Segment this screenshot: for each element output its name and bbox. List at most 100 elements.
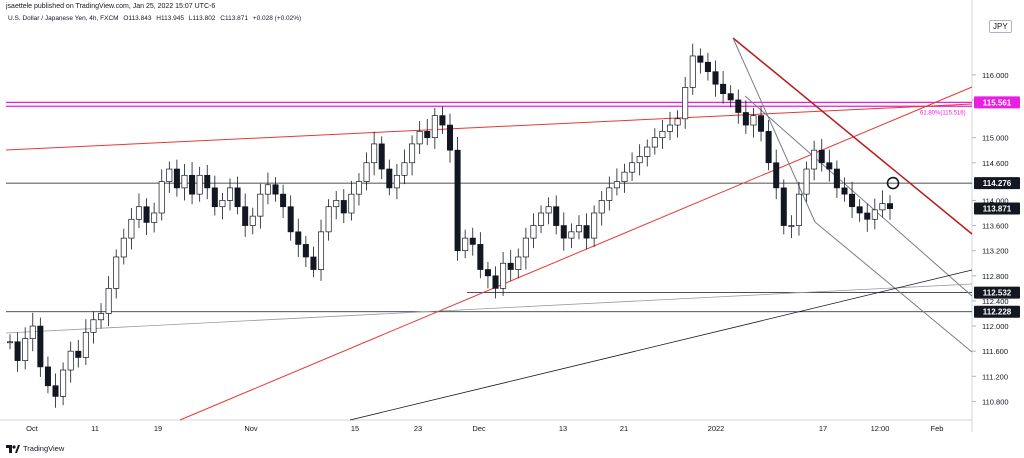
candle-body xyxy=(37,325,44,368)
candle-body xyxy=(151,212,158,223)
candle-body xyxy=(674,118,681,126)
candle-body xyxy=(515,256,522,270)
y-tick-label: 111.200 xyxy=(982,372,1008,381)
candle-body xyxy=(803,168,810,195)
gray-channel-left xyxy=(732,37,816,223)
x-tick-label: 11 xyxy=(91,424,99,433)
x-tick-label: 13 xyxy=(559,424,567,433)
x-tick-label: 17 xyxy=(819,424,827,433)
candle-body xyxy=(651,137,658,148)
candle-body xyxy=(598,200,605,214)
candle-body xyxy=(818,149,825,164)
candle-body xyxy=(98,313,105,321)
candle-body xyxy=(530,225,537,239)
candle-body xyxy=(386,168,393,189)
candle-body xyxy=(788,225,795,227)
candle-body xyxy=(113,256,120,289)
candle-body xyxy=(879,203,886,211)
candle-body xyxy=(682,87,689,120)
candle-body xyxy=(742,112,749,126)
candle-body xyxy=(833,168,840,189)
x-tick-label: Feb xyxy=(931,424,944,433)
candle-body xyxy=(234,187,241,208)
black-rising-trendline xyxy=(349,269,973,421)
candle-body xyxy=(780,187,787,226)
candle-body xyxy=(704,61,711,73)
candle-body xyxy=(44,366,51,387)
candle-body xyxy=(257,193,264,217)
candle-body xyxy=(181,174,188,189)
candle-body xyxy=(644,146,651,157)
candle-body xyxy=(500,262,507,289)
x-tick-label: 12:00 xyxy=(871,424,890,433)
candle-body xyxy=(871,209,878,220)
candle-body xyxy=(393,174,400,189)
y-tick-label: 114.600 xyxy=(982,159,1009,168)
ohlc-low: L113.802 xyxy=(188,15,216,22)
price-tag-box xyxy=(974,177,1020,190)
candle-body xyxy=(90,319,97,333)
tradingview-brand[interactable]: TradingView xyxy=(6,444,64,453)
candle-body xyxy=(22,338,29,361)
candle-body xyxy=(371,143,378,164)
candle-body xyxy=(173,168,180,189)
y-tick-label: 112.400 xyxy=(982,297,1009,306)
red-rising-trendline xyxy=(179,86,973,421)
candle-body xyxy=(613,181,620,189)
y-tick-label: 113.600 xyxy=(982,222,1009,231)
candle-body xyxy=(553,206,560,226)
candle-body xyxy=(507,262,514,270)
candle-body xyxy=(135,206,142,220)
candle-body xyxy=(120,237,127,258)
tradingview-logo-icon xyxy=(6,444,20,453)
candle-body xyxy=(758,115,765,132)
candle-body xyxy=(249,215,256,226)
candle-body xyxy=(211,187,218,208)
price-tag-box xyxy=(974,286,1020,299)
darkred-descending-trendline xyxy=(732,37,973,235)
candle-body xyxy=(538,212,545,226)
candle-body xyxy=(849,193,856,208)
candle-body xyxy=(484,269,491,277)
candle-body xyxy=(750,115,757,126)
candle-body xyxy=(363,162,370,182)
currency-label[interactable]: JPY xyxy=(989,20,1012,33)
candle-body xyxy=(462,237,469,252)
candle-body xyxy=(439,115,446,126)
candle-body xyxy=(545,206,552,214)
candle-body xyxy=(166,168,173,182)
candle-body xyxy=(264,184,271,195)
y-tick-label: 112.800 xyxy=(982,272,1009,281)
ohlc-high: H113.945 xyxy=(156,15,184,22)
candle-body xyxy=(143,206,150,223)
candle-body xyxy=(333,200,340,208)
gray-channel-lower xyxy=(814,221,973,353)
candle-body xyxy=(60,369,67,397)
candle-body xyxy=(583,225,590,239)
price-tag-box xyxy=(974,96,1020,109)
ohlc-close: C113.871 xyxy=(220,15,248,22)
candle-body xyxy=(295,231,302,245)
x-tick-label: Nov xyxy=(244,424,258,433)
candle-body xyxy=(735,99,742,113)
x-tick-label: 21 xyxy=(620,424,628,433)
candle-body xyxy=(446,124,454,151)
candle-body xyxy=(67,350,74,371)
x-tick-label: 19 xyxy=(154,424,162,433)
candle-body xyxy=(568,231,575,239)
candle-body xyxy=(856,206,863,214)
x-tick-label: Oct xyxy=(26,424,39,433)
ohlc-open: O113.843 xyxy=(123,15,152,22)
candle-body xyxy=(492,275,499,289)
candle-body xyxy=(75,350,82,358)
price-tag-label: 112.228 xyxy=(983,308,1012,317)
candle-body xyxy=(886,203,894,209)
y-tick-label: 111.600 xyxy=(982,347,1008,356)
candle-body xyxy=(841,187,848,195)
candle-body xyxy=(105,288,112,314)
x-tick-label: 15 xyxy=(351,424,359,433)
candle-body xyxy=(629,162,636,173)
candle-body xyxy=(226,187,234,201)
